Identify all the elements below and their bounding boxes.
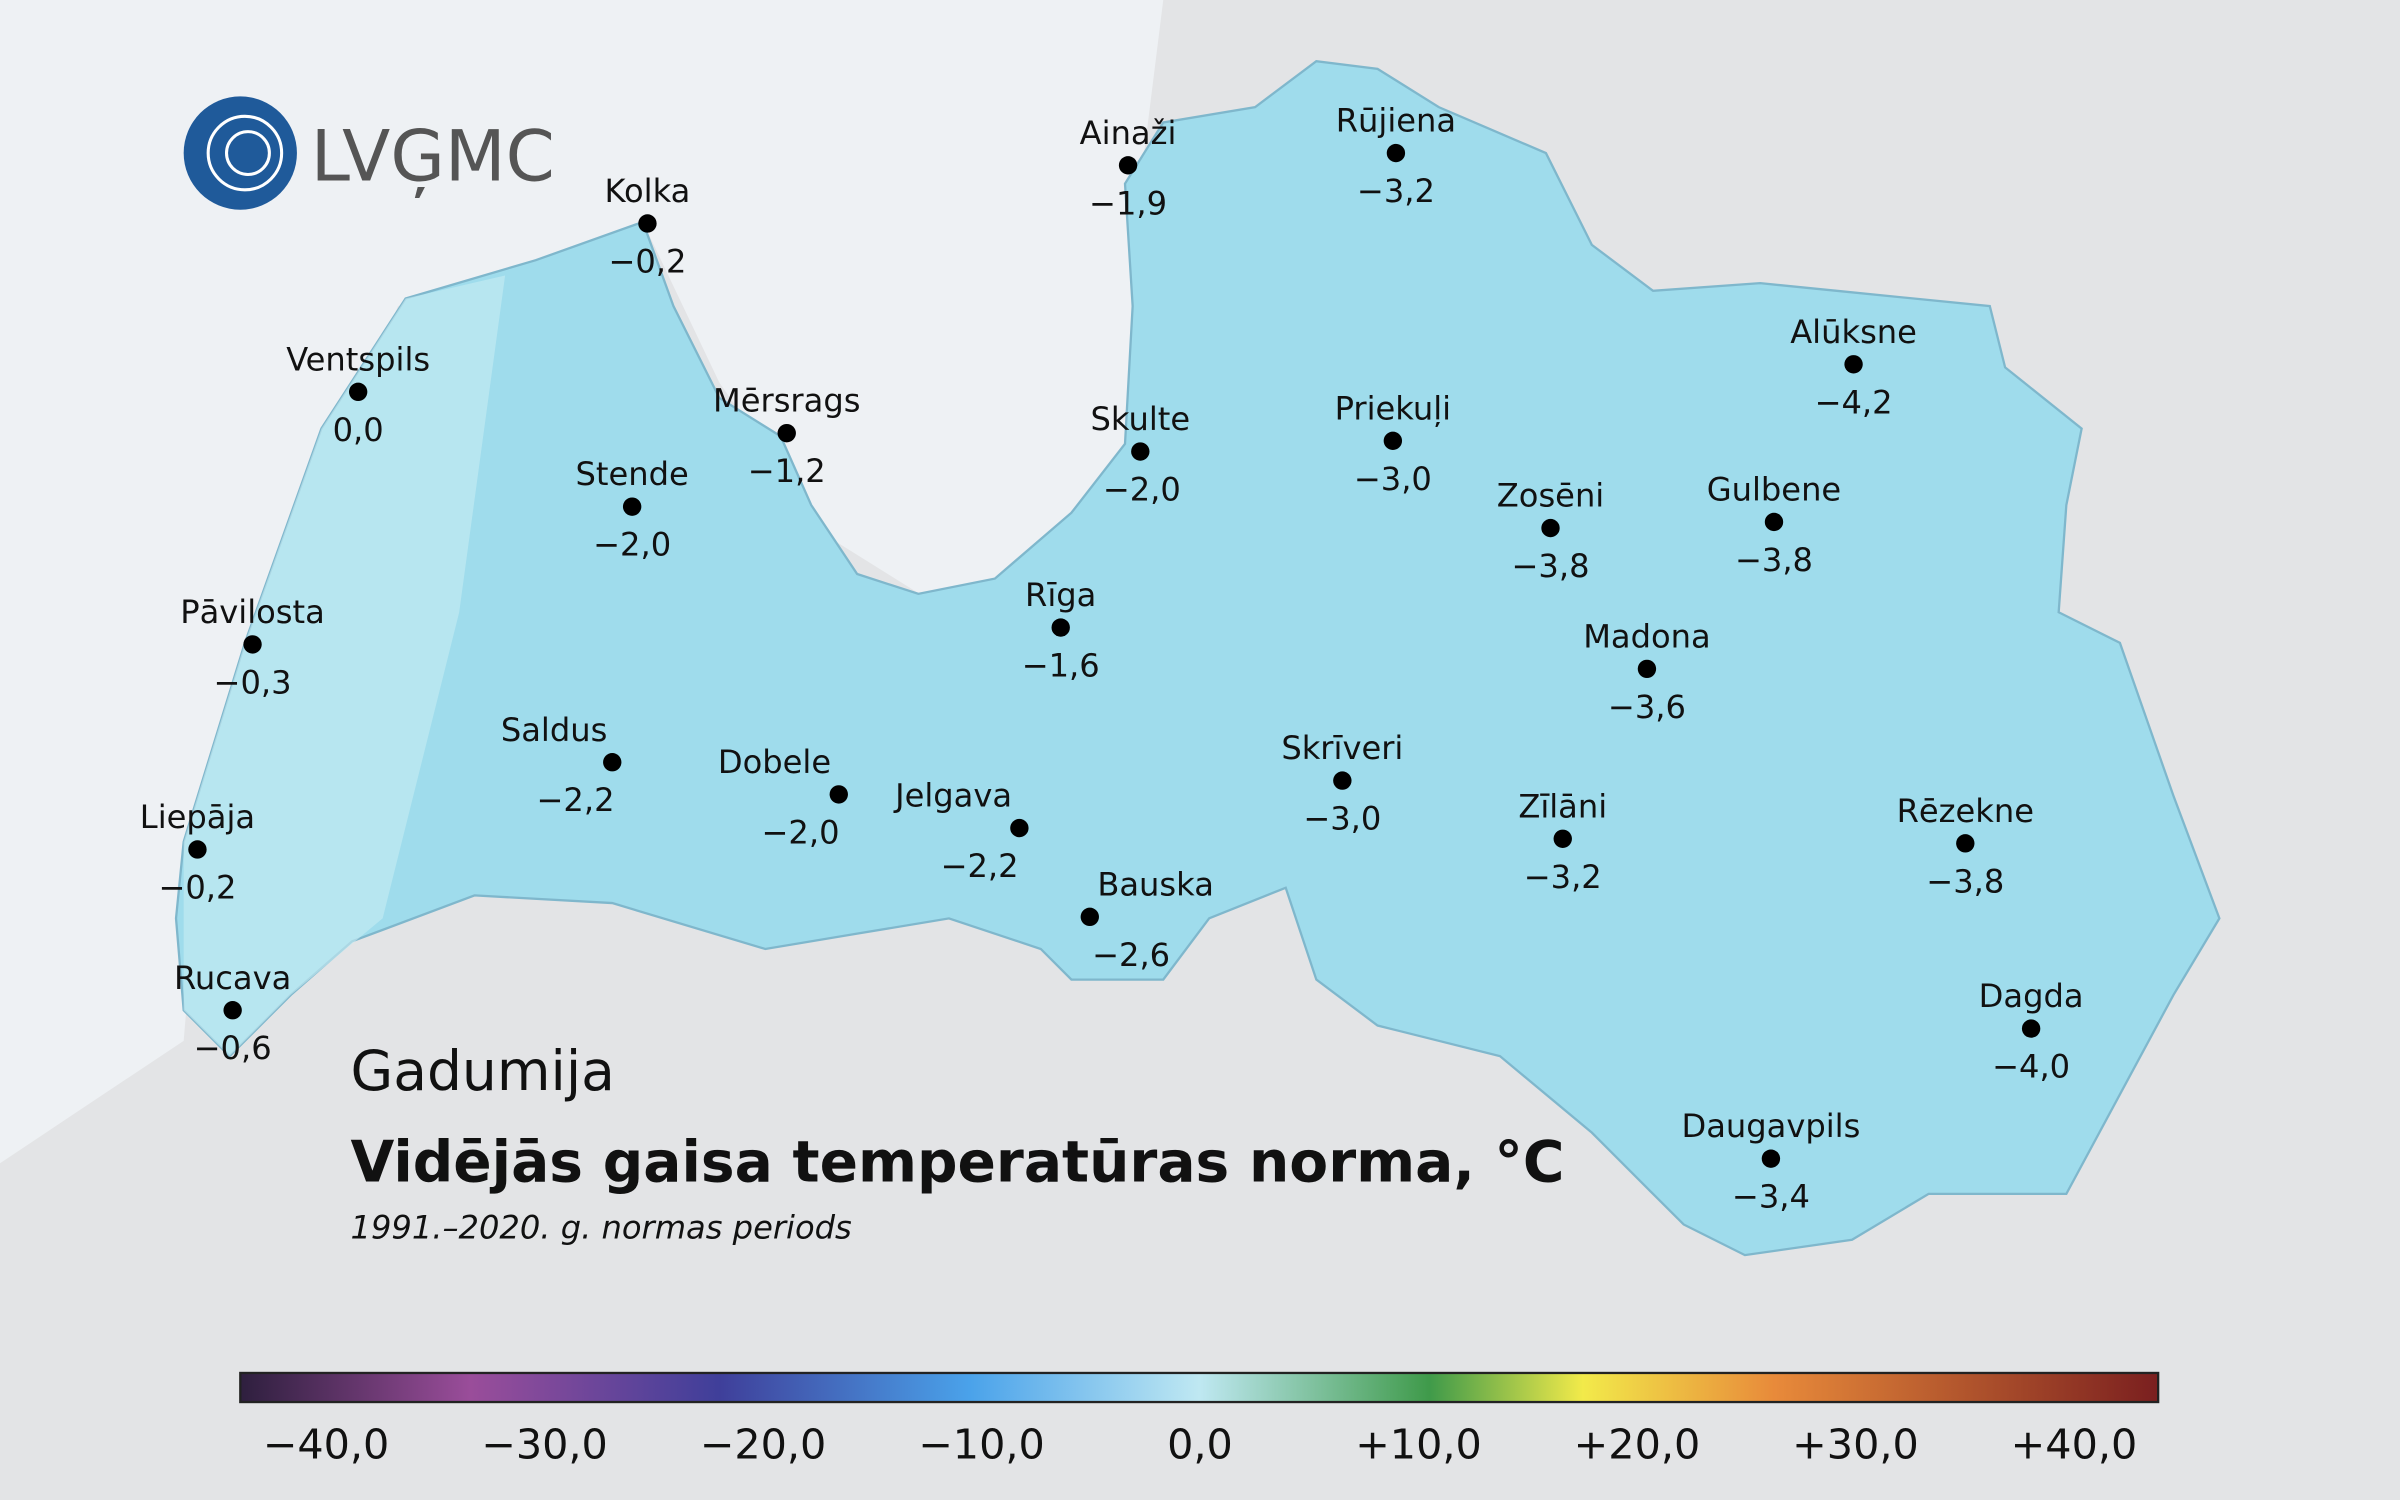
- station-value: −3,8: [1512, 547, 1590, 585]
- station-value: −4,2: [1815, 383, 1893, 421]
- station-name: Rūjiena: [1336, 102, 1456, 140]
- station-name: Priekuļi: [1335, 389, 1452, 427]
- station-dot: [1761, 1149, 1781, 1168]
- station-name: Rīga: [1025, 576, 1096, 614]
- station-dot: [622, 497, 642, 516]
- station-dot: [1956, 834, 1975, 853]
- station-dot: [1383, 431, 1403, 450]
- station-name: Kolka: [605, 172, 691, 210]
- station-dot: [603, 753, 622, 772]
- station-name: Skrīveri: [1281, 729, 1403, 767]
- colorbar-tick-label: −20,0: [700, 1421, 827, 1469]
- station-value: 0,0: [333, 411, 384, 449]
- station-name: Skulte: [1090, 400, 1190, 438]
- station-dot: [223, 1001, 242, 1020]
- station-name: Rucava: [174, 959, 291, 997]
- station-value: −3,6: [1608, 688, 1686, 726]
- station-name: Ventspils: [286, 340, 430, 378]
- station-value: −1,6: [1022, 647, 1100, 685]
- colorbar-tick-label: +40,0: [2011, 1421, 2138, 1469]
- colorbar-tick-label: −30,0: [481, 1421, 608, 1469]
- station-value: −3,8: [1735, 541, 1813, 579]
- station-name: Rēzekne: [1897, 792, 2034, 830]
- logo-icon: [183, 96, 297, 210]
- station-value: −2,0: [593, 526, 671, 564]
- region-title: Gadumija: [351, 1039, 615, 1103]
- station-name: Saldus: [501, 711, 607, 749]
- station-name: Zosēni: [1497, 477, 1604, 515]
- colorbar-tick-label: +10,0: [1355, 1421, 1482, 1469]
- colorbar-tick-label: −10,0: [918, 1421, 1045, 1469]
- sea: [0, 0, 1164, 1164]
- logo-ring: [224, 130, 271, 177]
- station-dot: [777, 423, 796, 443]
- station-value: −3,0: [1354, 460, 1432, 498]
- station-dot: [1118, 156, 1138, 175]
- station-name: Alūksne: [1790, 313, 1917, 351]
- station-dot: [1131, 442, 1150, 461]
- station-value: −0,2: [608, 242, 686, 280]
- station-dot: [1333, 771, 1352, 790]
- logo-ring: [206, 114, 284, 192]
- station-dot: [1080, 907, 1099, 927]
- station-name: Pāvilosta: [180, 593, 325, 631]
- coast-west: [183, 275, 506, 1057]
- main-title: Vidējās gaisa temperatūras norma, °C: [351, 1130, 1565, 1196]
- station-name: Liepāja: [140, 798, 255, 836]
- station-name: Ainaži: [1080, 114, 1177, 152]
- station-value: −2,2: [537, 781, 615, 819]
- colorbar-tick-label: 0,0: [1167, 1421, 1233, 1469]
- station-value: −1,9: [1089, 184, 1167, 222]
- colorbar-tick-label: +20,0: [1574, 1421, 1701, 1469]
- station-value: −0,6: [194, 1029, 272, 1067]
- station-value: −2,6: [1092, 936, 1170, 974]
- logo-text: LVĢMC: [311, 116, 555, 199]
- station-name: Bauska: [1097, 865, 1214, 903]
- station-value: −2,2: [941, 847, 1019, 885]
- labels: Kolka −0,2 Ventspils 0,0 Mērsrags −1,2 Stende −…: [140, 102, 2137, 1469]
- colorbar: [239, 1371, 2160, 1404]
- station-value: −2,0: [762, 813, 840, 851]
- station-dot: [243, 635, 262, 654]
- station-name: Gulbene: [1707, 471, 1841, 509]
- station-value: −0,3: [214, 663, 292, 701]
- station-name: Daugavpils: [1681, 1107, 1860, 1145]
- station-dot: [1844, 355, 1863, 374]
- station-name: Stende: [576, 455, 689, 493]
- station-name: Zīlāni: [1518, 787, 1607, 825]
- station-value: −3,8: [1926, 862, 2004, 900]
- station-name: Dobele: [718, 743, 831, 781]
- colorbar-tick-label: −40,0: [263, 1421, 390, 1469]
- station-name: Madona: [1583, 617, 1711, 655]
- station-dot: [1386, 143, 1406, 163]
- station-dot: [1637, 659, 1657, 679]
- station-value: −0,2: [158, 868, 236, 906]
- station-dot: [1764, 512, 1784, 532]
- period-subtitle: 1991.–2020. g. normas periods: [351, 1208, 853, 1246]
- station-dot: [638, 214, 657, 233]
- station-value: −1,2: [748, 452, 826, 490]
- station-dot: [348, 382, 368, 402]
- station-name: Dagda: [1979, 977, 2084, 1015]
- station-dot: [829, 785, 848, 804]
- colorbar-tick-label: +30,0: [1792, 1421, 1919, 1469]
- station-value: −2,0: [1103, 471, 1181, 509]
- station-value: −3,2: [1524, 858, 1602, 896]
- station-dot: [1553, 829, 1572, 848]
- station-value: −3,0: [1303, 800, 1381, 838]
- station-dot: [188, 840, 207, 859]
- station-dot: [1051, 618, 1070, 637]
- station-value: −4,0: [1992, 1048, 2070, 1086]
- station-value: −3,2: [1357, 172, 1435, 210]
- station-dot: [2021, 1019, 2041, 1038]
- station-name: Mērsrags: [713, 382, 860, 420]
- station-name: Jelgava: [893, 777, 1012, 815]
- station-dot: [1541, 518, 1560, 538]
- latvia: [174, 60, 2221, 1257]
- station-value: −3,4: [1732, 1178, 1810, 1216]
- station-dot: [1010, 818, 1029, 838]
